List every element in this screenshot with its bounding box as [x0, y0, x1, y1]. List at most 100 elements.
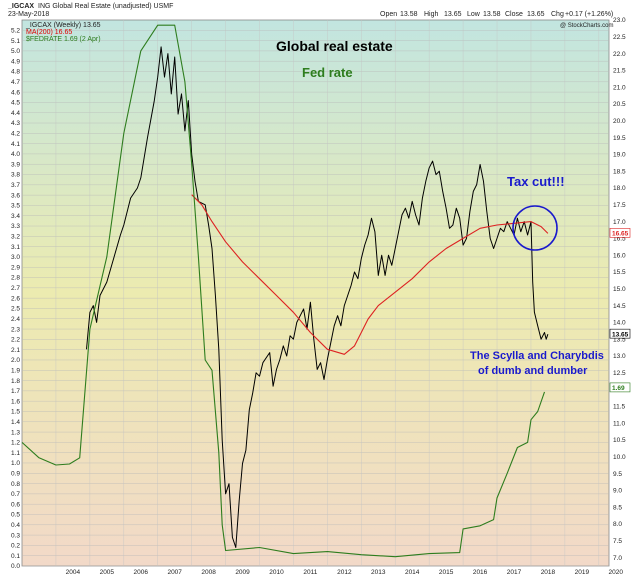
- ma200-line: [191, 194, 549, 355]
- left-tick-label: 5.0: [11, 48, 20, 55]
- x-axis: 2004 2005 2006 2007 2008 2009 2010 2011 2012 2013…: [66, 569, 624, 576]
- left-tick-label: 4.2: [11, 131, 20, 138]
- right-tick-label: 8.5: [613, 504, 622, 511]
- plot-area: [21, 19, 610, 567]
- left-tick-label: 3.8: [11, 172, 20, 179]
- left-tick-label: 1.1: [11, 450, 20, 457]
- left-tick-label: 1.5: [11, 409, 20, 416]
- x-tick-label: 2019: [575, 569, 590, 576]
- ma-last-label-box: [609, 228, 631, 238]
- left-tick-label: 2.1: [11, 347, 20, 354]
- fed-last-label: 1.69: [612, 385, 625, 392]
- x-tick-label: 2016: [473, 569, 488, 576]
- left-tick-label: 1.2: [11, 440, 20, 447]
- left-tick-label: 0.6: [11, 501, 20, 508]
- left-tick-label: 5.1: [11, 38, 20, 45]
- ma-last-label: 16.65: [612, 231, 629, 238]
- left-tick-label: 0.3: [11, 532, 20, 539]
- left-tick-label: 4.4: [11, 110, 20, 117]
- x-tick-label: 2011: [303, 569, 317, 576]
- legend-ma: MA(200) 16.65: [26, 29, 72, 36]
- right-tick-label: 20.5: [613, 101, 626, 108]
- x-tick-label: 2004: [66, 569, 81, 576]
- left-tick-label: 3.5: [11, 203, 20, 210]
- right-tick-label: 22.5: [613, 34, 626, 41]
- left-tick-label: 1.7: [11, 388, 20, 395]
- left-tick-label: 2.0: [11, 357, 20, 364]
- close-value: 13.65: [527, 11, 545, 18]
- left-tick-label: 1.3: [11, 429, 20, 436]
- right-tick-label: 23.0: [613, 17, 626, 24]
- left-tick-label: 4.1: [11, 141, 20, 148]
- right-tick-label: 19.0: [613, 152, 626, 159]
- left-tick-label: 0.2: [11, 543, 20, 550]
- left-tick-label: 4.8: [11, 69, 20, 76]
- x-tick-label: 2007: [167, 569, 182, 576]
- left-tick-label: 1.8: [11, 378, 20, 385]
- ticker-description: ING Global Real Estate (unadjusted) USMF: [38, 3, 173, 10]
- right-tick-label: 11.5: [613, 404, 626, 411]
- left-tick-label: 3.4: [11, 213, 20, 220]
- left-tick-label: 3.6: [11, 192, 20, 199]
- right-tick-label: 21.5: [613, 68, 626, 75]
- annotation-scylla-1: The Scylla and Charybdis: [470, 350, 604, 362]
- left-tick-label: 2.9: [11, 264, 20, 271]
- x-tick-label: 2013: [371, 569, 386, 576]
- fed-last-label-box: [609, 382, 631, 393]
- low-value: 13.58: [483, 11, 501, 18]
- x-tick-label: 2006: [134, 569, 149, 576]
- left-tick-label: 4.5: [11, 100, 20, 107]
- left-tick-label: 2.8: [11, 275, 20, 282]
- right-tick-label: 9.0: [613, 488, 622, 495]
- left-tick-label: 0.4: [11, 522, 20, 529]
- left-tick-label: 4.6: [11, 89, 20, 96]
- watermark: @ StockCharts.com: [560, 23, 613, 29]
- left-tick-label: 3.1: [11, 244, 20, 251]
- series-layer: [21, 24, 549, 558]
- right-tick-label: 18.5: [613, 168, 626, 175]
- fedrate-line: [21, 24, 546, 558]
- right-tick-label: 17.0: [613, 219, 626, 226]
- right-tick-label: 13.0: [613, 353, 626, 360]
- left-tick-label: 3.9: [11, 161, 20, 168]
- left-tick-label: 4.3: [11, 120, 20, 127]
- x-tick-label: 2014: [405, 569, 420, 576]
- right-tick-label: 11.0: [613, 420, 626, 427]
- x-tick-label: 2009: [235, 569, 250, 576]
- right-tick-label: 20.0: [613, 118, 626, 125]
- end-value-labels: 16.65 13.65 1.69: [609, 228, 631, 393]
- left-tick-label: 1.0: [11, 460, 20, 467]
- left-tick-label: 4.9: [11, 58, 20, 65]
- right-tick-label: 22.0: [613, 51, 626, 58]
- left-tick-label: 3.3: [11, 223, 20, 230]
- right-tick-label: 7.5: [613, 538, 622, 545]
- left-tick-label: 4.0: [11, 151, 20, 158]
- price-last-label: 13.65: [612, 331, 629, 338]
- right-tick-label: 7.0: [613, 555, 622, 562]
- left-tick-label: 3.7: [11, 182, 20, 189]
- right-tick-label: 15.0: [613, 286, 626, 293]
- left-tick-label: 1.6: [11, 398, 20, 405]
- left-tick-label: 2.5: [11, 306, 20, 313]
- left-tick-label: 0.7: [11, 491, 20, 498]
- left-tick-label: 2.7: [11, 285, 20, 292]
- quote-date: 23-May-2018: [8, 11, 49, 18]
- legend-fedrate: $FEDRATE 1.69 (2 Apr): [26, 36, 101, 43]
- right-tick-label: 12.5: [613, 370, 626, 377]
- x-tick-label: 2017: [507, 569, 522, 576]
- title-global-real-estate: Global real estate: [276, 38, 393, 54]
- ticker-symbol: _IGCAX: [7, 3, 34, 10]
- price-last-label-box: [609, 328, 631, 339]
- right-tick-label: 9.5: [613, 471, 622, 478]
- left-tick-label: 0.9: [11, 470, 20, 477]
- x-tick-label: 2015: [439, 569, 454, 576]
- right-tick-label: 17.5: [613, 202, 626, 209]
- high-value: 13.65: [444, 11, 462, 18]
- right-tick-label: 18.0: [613, 185, 626, 192]
- tax-cut-circle: [512, 205, 558, 251]
- right-tick-label: 16.5: [613, 236, 626, 243]
- right-tick-label: 10.0: [613, 454, 626, 461]
- left-tick-label: 0.5: [11, 512, 20, 519]
- open-value: 13.58: [400, 11, 418, 18]
